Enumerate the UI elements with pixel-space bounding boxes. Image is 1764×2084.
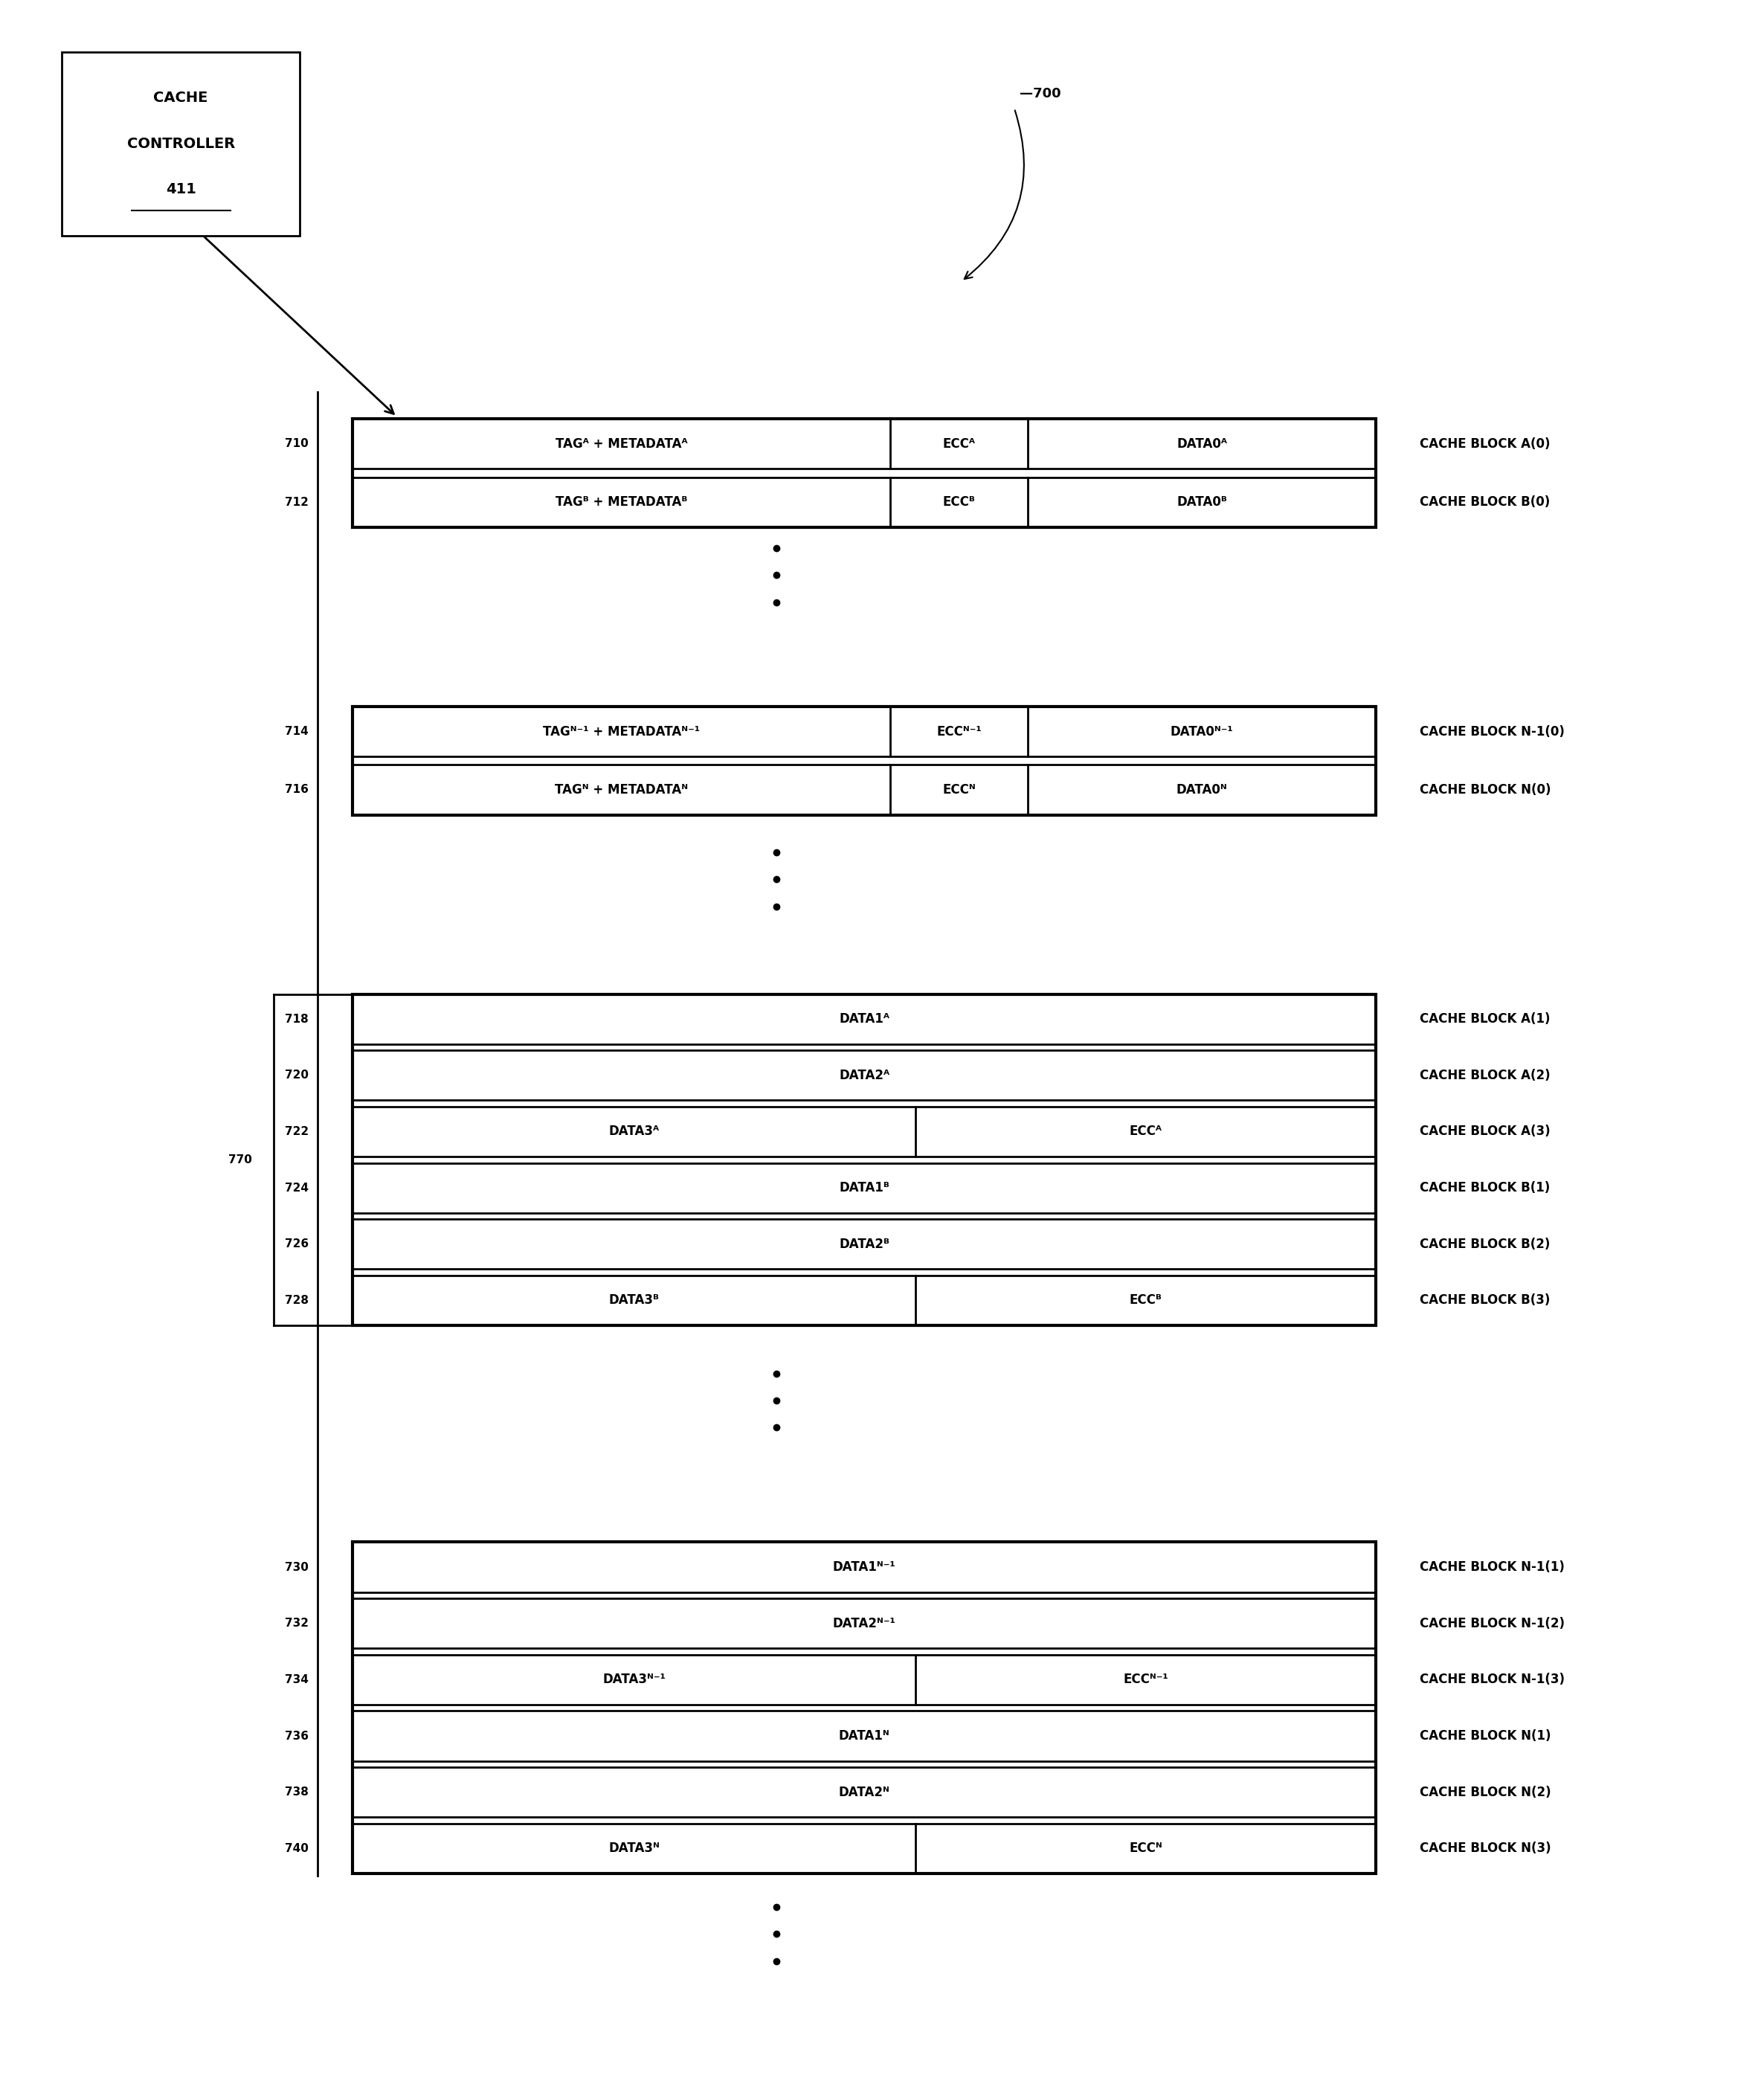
Text: DATA3ᴮ: DATA3ᴮ	[609, 1294, 660, 1307]
Text: ECCᴬ: ECCᴬ	[942, 438, 975, 450]
Text: 726: 726	[284, 1238, 309, 1250]
Text: DATA1ᴬ: DATA1ᴬ	[840, 1013, 889, 1025]
Text: 736: 736	[286, 1730, 309, 1742]
Text: DATA2ᴮ: DATA2ᴮ	[840, 1238, 889, 1250]
Text: TAGᴺ + METADATAᴺ: TAGᴺ + METADATAᴺ	[554, 784, 688, 796]
Text: DATA3ᴺ: DATA3ᴺ	[609, 1842, 660, 1855]
Text: DATA0ᴺ: DATA0ᴺ	[1177, 784, 1228, 796]
Text: CACHE BLOCK B(0): CACHE BLOCK B(0)	[1420, 496, 1551, 508]
Text: 722: 722	[284, 1125, 309, 1138]
Text: CACHE BLOCK B(1): CACHE BLOCK B(1)	[1420, 1182, 1551, 1194]
Bar	[353, 1050, 1376, 1100]
Text: DATA3ᴬ: DATA3ᴬ	[609, 1125, 660, 1138]
Bar	[353, 994, 1376, 1325]
Text: 712: 712	[286, 496, 309, 508]
Text: DATA1ᴮ: DATA1ᴮ	[840, 1182, 889, 1194]
Text: 730: 730	[286, 1561, 309, 1573]
Bar	[353, 1542, 1376, 1874]
Text: CACHE BLOCK A(2): CACHE BLOCK A(2)	[1420, 1069, 1551, 1082]
Text: 411: 411	[166, 183, 196, 196]
Text: CACHE BLOCK A(1): CACHE BLOCK A(1)	[1420, 1013, 1551, 1025]
Text: TAGᴮ + METADATAᴮ: TAGᴮ + METADATAᴮ	[556, 496, 688, 508]
Bar	[353, 1163, 1376, 1213]
Text: DATA1ᴺ: DATA1ᴺ	[840, 1730, 889, 1742]
Text: CACHE BLOCK N-1(3): CACHE BLOCK N-1(3)	[1420, 1673, 1565, 1686]
Text: 740: 740	[286, 1842, 309, 1855]
Text: 734: 734	[286, 1673, 309, 1686]
Text: 714: 714	[286, 725, 309, 738]
Text: CACHE BLOCK N-1(0): CACHE BLOCK N-1(0)	[1420, 725, 1565, 738]
Bar	[353, 994, 1376, 1044]
Bar	[353, 419, 1376, 527]
Text: ECCᴬ: ECCᴬ	[1129, 1125, 1162, 1138]
Text: CACHE BLOCK N(1): CACHE BLOCK N(1)	[1420, 1730, 1551, 1742]
Text: DATA2ᴺ: DATA2ᴺ	[838, 1786, 891, 1798]
Text: 716: 716	[286, 784, 309, 796]
Text: 710: 710	[286, 438, 309, 450]
Text: DATA0ᴬ: DATA0ᴬ	[1177, 438, 1228, 450]
Bar	[353, 1542, 1376, 1592]
Bar	[353, 1107, 1376, 1157]
Text: ECCᴺ⁻¹: ECCᴺ⁻¹	[937, 725, 981, 738]
Text: ECCᴺ⁻¹: ECCᴺ⁻¹	[1124, 1673, 1168, 1686]
Text: CACHE BLOCK B(3): CACHE BLOCK B(3)	[1420, 1294, 1551, 1307]
Bar	[62, 52, 300, 235]
Text: CACHE BLOCK N(2): CACHE BLOCK N(2)	[1420, 1786, 1551, 1798]
Bar	[353, 706, 1376, 815]
Bar	[353, 1598, 1376, 1648]
Text: 732: 732	[286, 1617, 309, 1630]
Text: CACHE: CACHE	[153, 92, 208, 104]
Text: CACHE BLOCK N(3): CACHE BLOCK N(3)	[1420, 1842, 1551, 1855]
Text: CACHE BLOCK N-1(2): CACHE BLOCK N-1(2)	[1420, 1617, 1565, 1630]
Bar	[353, 1655, 1376, 1705]
Text: ECCᴺ: ECCᴺ	[1129, 1842, 1162, 1855]
Text: ECCᴮ: ECCᴮ	[1129, 1294, 1162, 1307]
Bar	[353, 706, 1376, 756]
Bar	[353, 1275, 1376, 1325]
Text: DATA2ᴺ⁻¹: DATA2ᴺ⁻¹	[833, 1617, 896, 1630]
Text: DATA2ᴬ: DATA2ᴬ	[840, 1069, 889, 1082]
Text: CACHE BLOCK A(3): CACHE BLOCK A(3)	[1420, 1125, 1551, 1138]
FancyArrowPatch shape	[965, 110, 1023, 279]
Text: 724: 724	[286, 1182, 309, 1194]
Text: DATA1ᴺ⁻¹: DATA1ᴺ⁻¹	[833, 1561, 896, 1573]
Text: 720: 720	[286, 1069, 309, 1082]
Text: DATA3ᴺ⁻¹: DATA3ᴺ⁻¹	[603, 1673, 665, 1686]
Text: CACHE BLOCK N(0): CACHE BLOCK N(0)	[1420, 784, 1551, 796]
Text: 770: 770	[229, 1155, 252, 1165]
Text: ECCᴺ: ECCᴺ	[942, 784, 975, 796]
Bar	[353, 1219, 1376, 1269]
Text: CACHE BLOCK N-1(1): CACHE BLOCK N-1(1)	[1420, 1561, 1565, 1573]
Text: TAGᴬ + METADATAᴬ: TAGᴬ + METADATAᴬ	[556, 438, 688, 450]
Text: 728: 728	[286, 1294, 309, 1307]
Bar	[353, 1711, 1376, 1761]
Bar	[353, 1824, 1376, 1874]
Text: CONTROLLER: CONTROLLER	[127, 138, 235, 150]
Text: TAGᴺ⁻¹ + METADATAᴺ⁻¹: TAGᴺ⁻¹ + METADATAᴺ⁻¹	[543, 725, 700, 738]
Bar	[353, 1767, 1376, 1817]
Text: 738: 738	[286, 1786, 309, 1798]
Text: ECCᴮ: ECCᴮ	[942, 496, 975, 508]
Bar	[353, 419, 1376, 469]
Text: DATA0ᴮ: DATA0ᴮ	[1177, 496, 1228, 508]
Text: 718: 718	[286, 1013, 309, 1025]
Text: —700: —700	[1020, 88, 1060, 100]
Bar	[353, 477, 1376, 527]
Text: CACHE BLOCK B(2): CACHE BLOCK B(2)	[1420, 1238, 1551, 1250]
Text: DATA0ᴺ⁻¹: DATA0ᴺ⁻¹	[1171, 725, 1233, 738]
Bar	[353, 765, 1376, 815]
Text: CACHE BLOCK A(0): CACHE BLOCK A(0)	[1420, 438, 1551, 450]
